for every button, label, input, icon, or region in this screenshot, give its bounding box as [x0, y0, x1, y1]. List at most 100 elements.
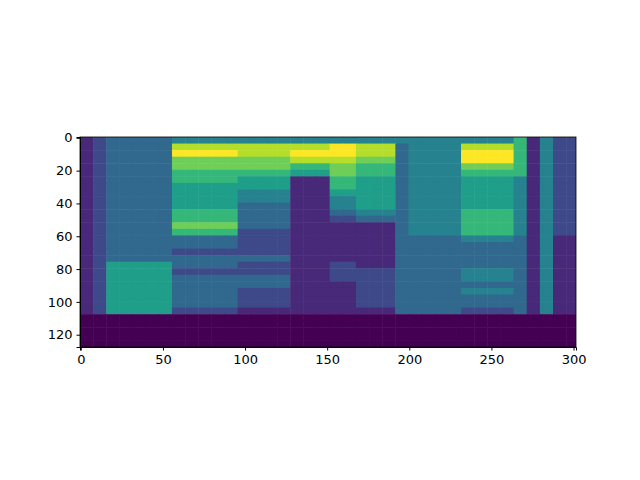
heatmap-cell — [540, 281, 554, 288]
heatmap-cell — [185, 314, 199, 321]
heatmap-cell — [211, 176, 225, 183]
heatmap-cell — [106, 183, 120, 190]
heatmap-cell — [487, 301, 501, 308]
heatmap-cell — [290, 281, 304, 288]
heatmap-cell — [553, 163, 567, 170]
heatmap-cell — [317, 242, 331, 249]
heatmap-cell — [93, 268, 107, 275]
heatmap-cell — [500, 222, 514, 229]
heatmap-cell — [185, 183, 199, 190]
heatmap-cell — [514, 249, 528, 256]
heatmap-cell — [422, 203, 436, 210]
heatmap-cell — [211, 268, 225, 275]
heatmap-cell — [198, 255, 212, 262]
heatmap-cell — [303, 209, 317, 216]
heatmap-cell — [395, 157, 409, 164]
heatmap-cell — [356, 275, 370, 282]
heatmap-cell — [330, 249, 344, 256]
heatmap-cell — [238, 327, 252, 334]
heatmap-cell — [93, 203, 107, 210]
heatmap-cell — [487, 327, 501, 334]
heatmap-cell — [448, 150, 462, 157]
heatmap-cell — [540, 242, 554, 249]
heatmap-cell — [356, 242, 370, 249]
heatmap-cell — [514, 150, 528, 157]
heatmap-cell — [290, 196, 304, 203]
heatmap-cell — [198, 176, 212, 183]
heatmap-cell — [435, 137, 449, 144]
heatmap-cell — [303, 203, 317, 210]
heatmap-cell — [461, 255, 475, 262]
heatmap-cell — [119, 308, 133, 315]
heatmap-cell — [553, 314, 567, 321]
heatmap-cell — [146, 216, 160, 223]
heatmap-cell — [317, 235, 331, 242]
heatmap-cell — [80, 209, 94, 216]
heatmap-cell — [540, 334, 554, 341]
heatmap-cell — [264, 288, 278, 295]
heatmap-cell — [553, 327, 567, 334]
heatmap-cell — [80, 242, 94, 249]
heatmap-cell — [553, 288, 567, 295]
heatmap-cell — [435, 203, 449, 210]
heatmap-cell — [487, 209, 501, 216]
x-axis: 050100150200250300 — [77, 347, 586, 367]
heatmap-cell — [422, 334, 436, 341]
heatmap-cell — [277, 249, 291, 256]
heatmap-cell — [330, 275, 344, 282]
heatmap-cell — [198, 196, 212, 203]
heatmap-cell — [238, 163, 252, 170]
heatmap-cell — [251, 321, 265, 328]
heatmap-cell — [277, 288, 291, 295]
heatmap-cell — [369, 334, 383, 341]
heatmap-cell — [343, 314, 357, 321]
heatmap-cell — [395, 295, 409, 302]
heatmap-cell — [119, 275, 133, 282]
heatmap-cell — [211, 334, 225, 341]
heatmap-cell — [198, 235, 212, 242]
heatmap-cell — [93, 275, 107, 282]
x-tick-label: 250 — [480, 352, 505, 367]
heatmap-cell — [93, 295, 107, 302]
heatmap-cell — [566, 281, 576, 288]
heatmap-cell — [133, 301, 147, 308]
heatmap-cell — [540, 321, 554, 328]
heatmap-cell — [382, 334, 396, 341]
heatmap-cell — [238, 150, 252, 157]
heatmap-cell — [251, 314, 265, 321]
heatmap-cell — [133, 150, 147, 157]
heatmap-cell — [395, 288, 409, 295]
heatmap-cell — [448, 216, 462, 223]
heatmap-cell — [198, 222, 212, 229]
heatmap-cell — [303, 340, 317, 347]
heatmap-cell — [422, 262, 436, 269]
heatmap-cell — [395, 249, 409, 256]
heatmap-cell — [225, 209, 239, 216]
heatmap-cell — [487, 203, 501, 210]
x-tick-mark — [163, 347, 164, 351]
heatmap-cell — [553, 242, 567, 249]
heatmap-cell — [369, 340, 383, 347]
heatmap-cell — [566, 170, 576, 177]
heatmap-cell — [303, 229, 317, 236]
heatmap-cell — [317, 150, 331, 157]
heatmap-cell — [185, 327, 199, 334]
heatmap-cell — [395, 340, 409, 347]
heatmap-cell — [172, 137, 186, 144]
heatmap-cell — [435, 327, 449, 334]
heatmap-cell — [382, 249, 396, 256]
heatmap-cell — [80, 137, 94, 144]
heatmap-cell — [461, 321, 475, 328]
heatmap-cell — [395, 222, 409, 229]
heatmap-cell — [159, 275, 173, 282]
heatmap-cell — [330, 334, 344, 341]
heatmap-cell — [133, 327, 147, 334]
heatmap-cell — [514, 255, 528, 262]
heatmap-cell — [527, 308, 541, 315]
x-tick-mark — [491, 347, 492, 351]
heatmap-cell — [251, 176, 265, 183]
heatmap-cell — [330, 321, 344, 328]
heatmap-cell — [106, 163, 120, 170]
heatmap-cell — [264, 321, 278, 328]
heatmap-cell — [93, 196, 107, 203]
